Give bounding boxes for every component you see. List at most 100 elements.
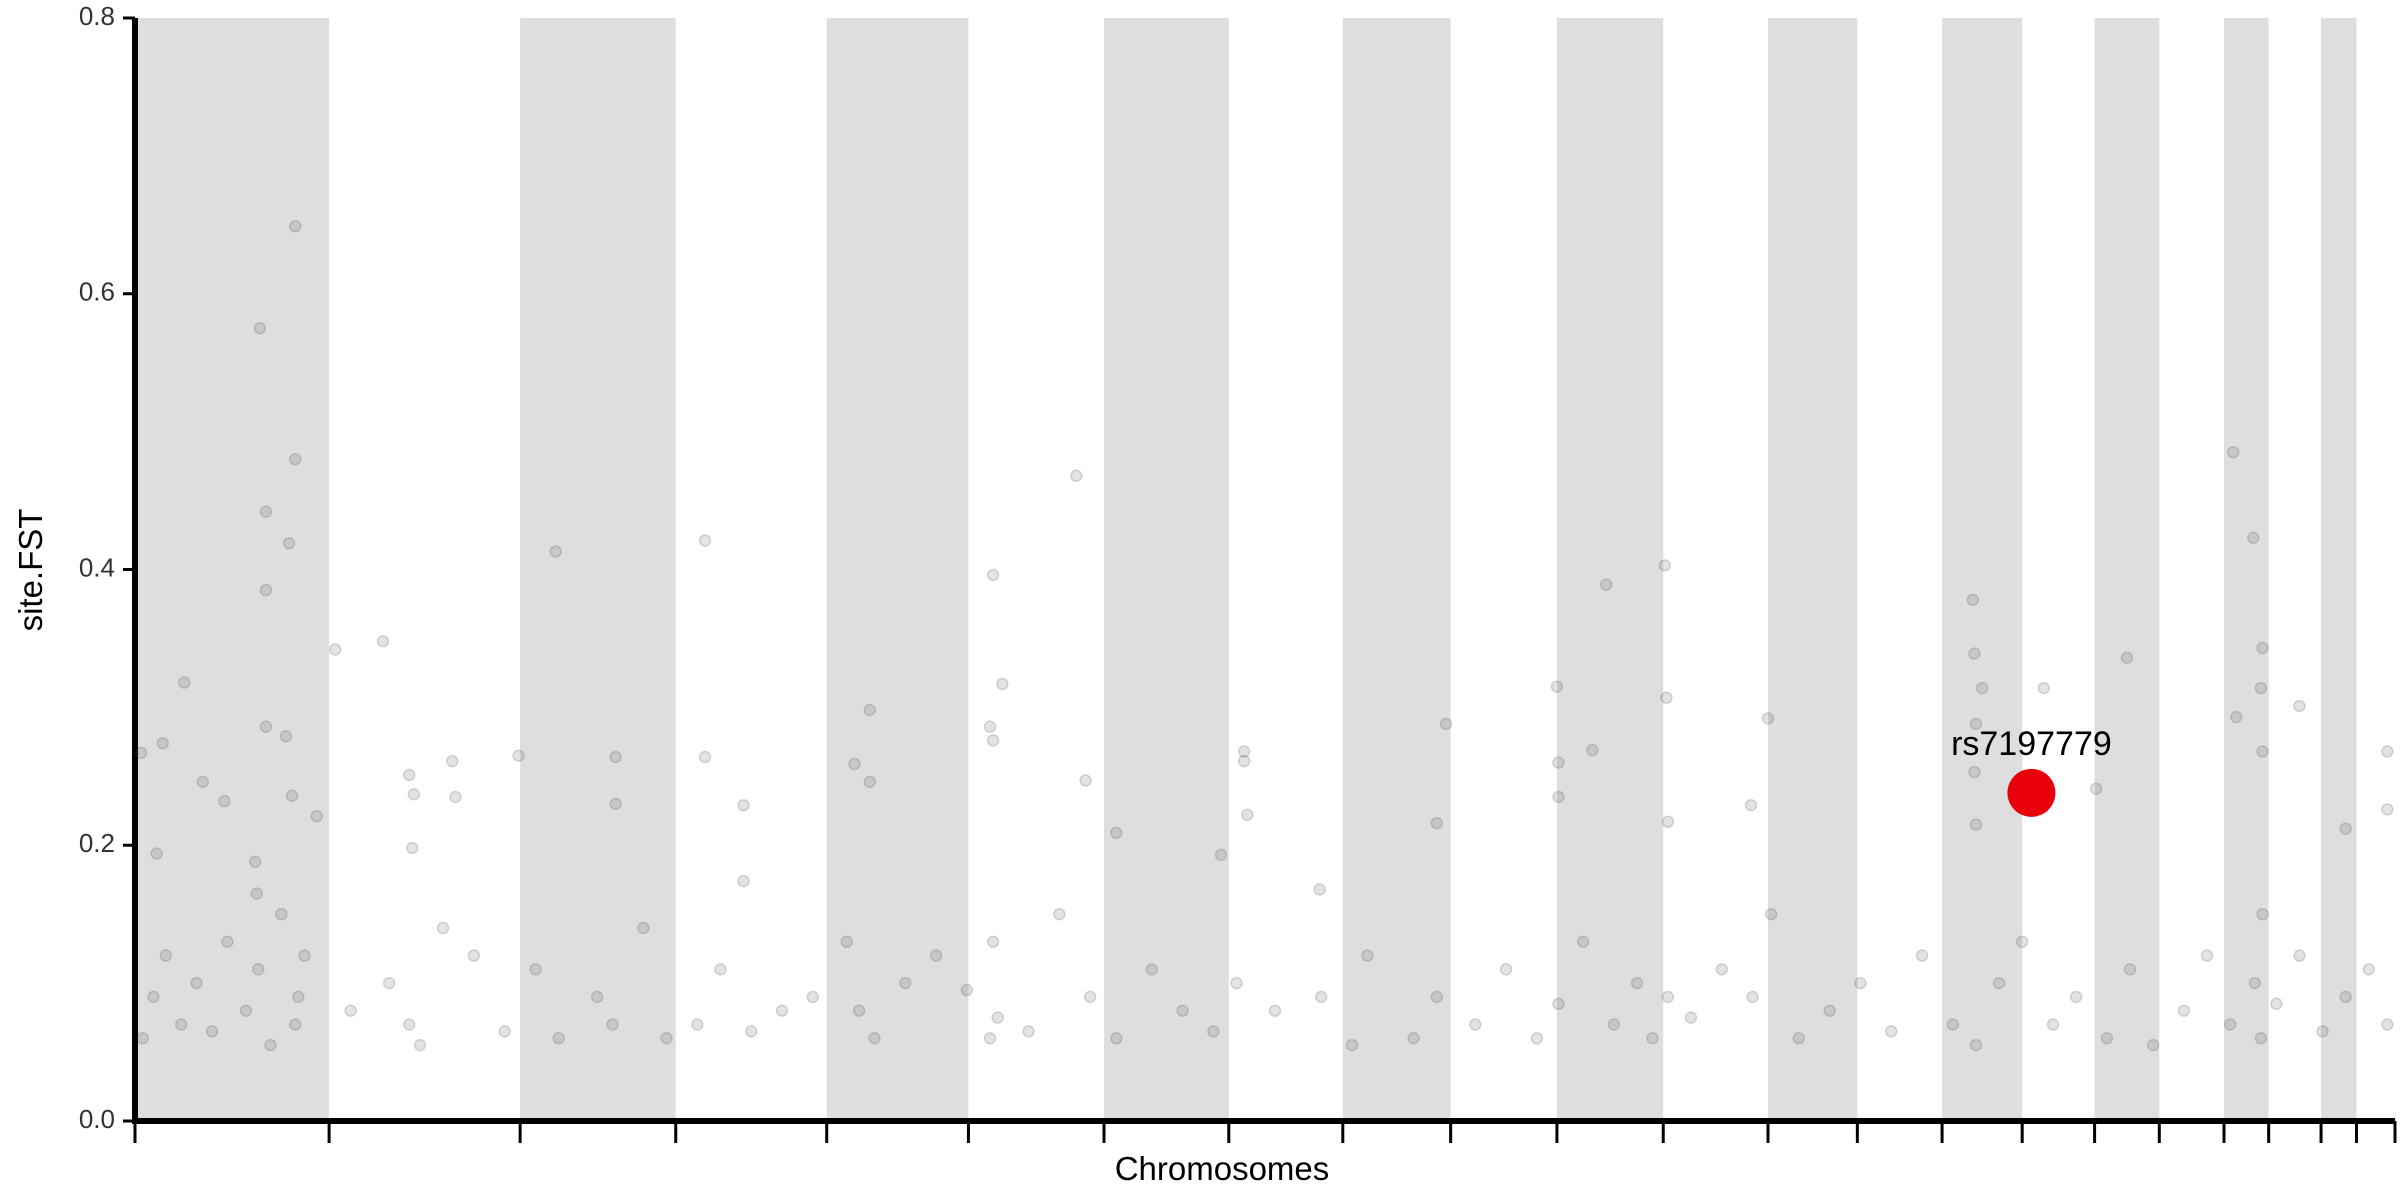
snp-point	[147, 990, 160, 1004]
snp-point	[1854, 976, 1867, 990]
chromosome-band	[520, 18, 676, 1121]
snp-point	[436, 921, 450, 935]
snp-point	[2100, 1032, 2114, 1045]
snp-point	[2256, 641, 2269, 655]
snp-point	[1407, 1032, 1420, 1045]
snp-point	[929, 949, 943, 962]
chromosome-band	[2223, 18, 2269, 1121]
snp-point	[2381, 745, 2394, 758]
snp-point	[852, 1004, 866, 1017]
snp-point	[1207, 1025, 1220, 1038]
highlight-points: rs7197779	[1951, 725, 2112, 817]
snp-point	[1969, 818, 1983, 831]
snp-point	[1552, 790, 1565, 804]
snp-point	[2270, 997, 2283, 1011]
snp-point	[2247, 531, 2260, 545]
snp-point	[609, 797, 622, 811]
snp-point	[1214, 848, 1228, 862]
y-axis-title: site.FST	[12, 509, 49, 632]
snp-point	[960, 983, 974, 997]
snp-point	[282, 537, 296, 550]
snp-point	[2015, 935, 2029, 949]
snp-point	[1969, 1038, 1983, 1052]
snp-point	[1792, 1032, 1806, 1045]
snp-point	[248, 855, 262, 869]
snp-point	[2223, 1018, 2237, 1031]
chromosome-band	[1104, 18, 1229, 1121]
snp-point	[136, 1032, 149, 1045]
snp-point	[1550, 680, 1564, 693]
snp-point	[512, 749, 525, 762]
snp-point	[239, 1004, 253, 1017]
snp-point	[868, 1032, 881, 1045]
snp-point	[737, 799, 750, 812]
snp-point	[285, 789, 299, 802]
snp-point	[279, 730, 293, 743]
y-tick-label: 0.2	[79, 828, 115, 858]
snp-point	[1552, 997, 1565, 1011]
chromosome-band	[1556, 18, 1664, 1121]
snp-point	[288, 1018, 302, 1031]
snp-point	[863, 703, 877, 717]
snp-point	[1552, 756, 1565, 769]
snp-point	[1969, 717, 1983, 731]
snp-point	[1439, 717, 1453, 731]
snp-point	[449, 790, 462, 804]
snp-point	[2248, 976, 2262, 990]
snp-point	[259, 505, 273, 518]
snp-point	[2226, 446, 2240, 459]
snp-point	[467, 949, 481, 962]
snp-point	[1744, 799, 1758, 812]
snp-point	[2046, 1018, 2060, 1031]
snp-point	[2123, 963, 2137, 976]
snp-point	[714, 963, 727, 976]
snp-point	[863, 775, 877, 789]
snp-point	[529, 963, 542, 976]
snp-point	[218, 794, 231, 808]
snp-point	[2256, 745, 2269, 758]
snp-point	[691, 1018, 704, 1031]
snp-point	[1607, 1018, 1621, 1031]
snp-point	[1237, 745, 1251, 758]
snp-point	[737, 874, 750, 888]
snp-point	[2339, 990, 2352, 1004]
snp-point	[1576, 935, 1590, 949]
snp-point	[840, 935, 853, 949]
snp-point	[1966, 593, 1980, 607]
snp-point	[159, 949, 173, 962]
snp-point	[288, 219, 302, 233]
chromosome-band	[2321, 18, 2357, 1121]
snp-point	[698, 534, 712, 547]
snp-point	[1746, 990, 1759, 1004]
snp-point	[413, 1038, 427, 1052]
snp-point	[775, 1004, 789, 1017]
snp-point	[446, 754, 459, 768]
snp-point	[996, 677, 1009, 691]
snp-point	[402, 1018, 416, 1031]
snp-point	[259, 720, 273, 733]
snp-point	[1313, 883, 1326, 896]
snp-point	[196, 775, 210, 789]
snp-point	[1586, 743, 1599, 757]
snp-point	[251, 963, 265, 976]
snp-point	[744, 1025, 758, 1038]
snp-point	[498, 1025, 511, 1038]
snp-point	[986, 568, 1000, 582]
chromosome-band	[1942, 18, 2023, 1121]
snp-point	[552, 1032, 565, 1045]
snp-point	[1968, 765, 1981, 779]
snp-point	[1053, 907, 1066, 921]
snp-point	[2177, 1004, 2191, 1017]
snp-point	[1646, 1032, 1659, 1045]
snp-point	[253, 321, 267, 335]
snp-point	[660, 1032, 673, 1045]
snp-label: rs7197779	[1951, 725, 2112, 763]
snp-point	[2069, 990, 2083, 1004]
snp-point	[2254, 1032, 2268, 1045]
chromosome-band	[1342, 18, 1451, 1121]
snp-point	[2089, 782, 2103, 795]
snp-point	[1884, 1025, 1898, 1038]
snp-point	[1684, 1011, 1698, 1024]
snp-point	[178, 676, 191, 689]
